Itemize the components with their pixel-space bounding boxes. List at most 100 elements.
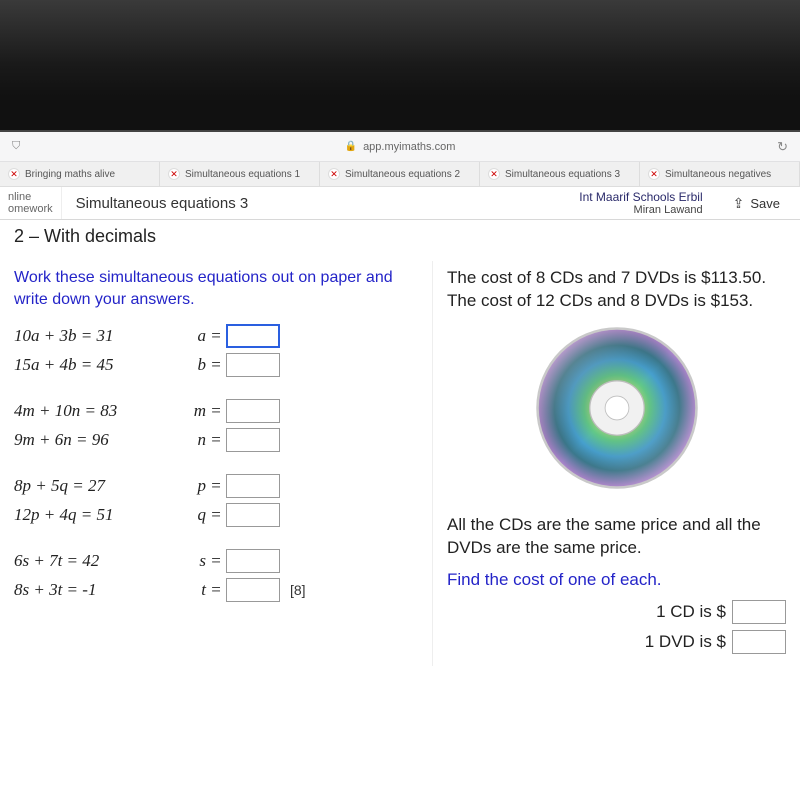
answer-input-cd[interactable] — [732, 600, 786, 624]
equation-answer-input[interactable] — [226, 399, 280, 423]
device-photo-frame: ⛉ 🔒 app.myimaths.com ↻ ✕ Bringing maths … — [0, 0, 800, 800]
wp-find: Find the cost of one of each. — [447, 570, 786, 590]
tab-label: Simultaneous equations 3 — [505, 169, 620, 180]
school-student: Int Maarif Schools Erbil Miran Lawand — [569, 190, 712, 216]
equation-variable: p — [184, 476, 206, 496]
crumb-line-2: omework — [8, 203, 53, 215]
equation-lhs: 10a + 3b = 31 — [14, 326, 184, 346]
reload-icon[interactable]: ↻ — [777, 139, 788, 155]
favicon-icon: ✕ — [8, 168, 20, 180]
equations-column: Work these simultaneous equations out on… — [0, 261, 432, 666]
equation-variable: a — [184, 326, 206, 346]
equals-sign: = — [206, 580, 226, 600]
equation-block: 4m + 10n = 83m=9m + 6n = 96n= — [14, 399, 418, 452]
save-button[interactable]: ⇪ Save — [723, 191, 790, 216]
tab-label: Simultaneous negatives — [665, 169, 771, 180]
equation-row: 4m + 10n = 83m= — [14, 399, 418, 423]
tab-bringing-maths-alive[interactable]: ✕ Bringing maths alive — [0, 162, 160, 186]
equation-row: 10a + 3b = 31a= — [14, 324, 418, 348]
equation-row: 15a + 4b = 45b= — [14, 353, 418, 377]
equation-variable: m — [184, 401, 206, 421]
equals-sign: = — [206, 430, 226, 450]
equation-lhs: 8s + 3t = -1 — [14, 580, 184, 600]
cd-disc-icon — [532, 323, 702, 493]
equation-lhs: 6s + 7t = 42 — [14, 551, 184, 571]
breadcrumb: nline omework — [0, 187, 62, 219]
answer-row-dvd: 1 DVD is $ — [447, 630, 786, 654]
addr-left-controls: ⛉ — [12, 140, 132, 153]
tab-strip: ✕ Bringing maths alive ✕ Simultaneous eq… — [0, 162, 800, 187]
lock-icon: 🔒 — [345, 141, 357, 152]
word-problem-text: The cost of 8 CDs and 7 DVDs is $113.50.… — [447, 267, 786, 313]
equation-lhs: 9m + 6n = 96 — [14, 430, 184, 450]
answer-input-dvd[interactable] — [732, 630, 786, 654]
school-name: Int Maarif Schools Erbil — [579, 190, 702, 204]
equation-row: 12p + 4q = 51q= — [14, 503, 418, 527]
equation-lhs: 12p + 4q = 51 — [14, 505, 184, 525]
equation-variable: b — [184, 355, 206, 375]
equation-block: 10a + 3b = 31a=15a + 4b = 45b= — [14, 324, 418, 377]
tab-label: Simultaneous equations 2 — [345, 169, 460, 180]
upload-icon: ⇪ — [733, 195, 745, 212]
equals-sign: = — [206, 401, 226, 421]
word-problem-column: The cost of 8 CDs and 7 DVDs is $113.50.… — [432, 261, 800, 666]
tab-sim-eq-3[interactable]: ✕ Simultaneous equations 3 — [480, 162, 640, 186]
favicon-icon: ✕ — [328, 168, 340, 180]
equation-answer-input[interactable] — [226, 503, 280, 527]
equation-answer-input[interactable] — [226, 474, 280, 498]
tab-sim-negatives[interactable]: ✕ Simultaneous negatives — [640, 162, 800, 186]
browser-address-bar: ⛉ 🔒 app.myimaths.com ↻ — [0, 132, 800, 162]
equation-block: 8p + 5q = 27p=12p + 4q = 51q= — [14, 474, 418, 527]
answer-label-cd: 1 CD is $ — [656, 602, 726, 622]
section-title: 2 – With decimals — [0, 220, 800, 247]
equation-variable: s — [184, 551, 206, 571]
equals-sign: = — [206, 551, 226, 571]
equation-lhs: 4m + 10n = 83 — [14, 401, 184, 421]
tab-label: Bringing maths alive — [25, 169, 115, 180]
equation-row: 8p + 5q = 27p= — [14, 474, 418, 498]
addr-right-controls: ↻ — [668, 139, 788, 155]
equation-answer-input[interactable] — [226, 549, 280, 573]
student-name: Miran Lawand — [579, 204, 702, 216]
equation-answer-input[interactable] — [226, 578, 280, 602]
lesson-title: Simultaneous equations 3 — [62, 195, 263, 212]
url-display[interactable]: 🔒 app.myimaths.com — [132, 141, 668, 153]
equation-lhs: 8p + 5q = 27 — [14, 476, 184, 496]
equation-row: 9m + 6n = 96n= — [14, 428, 418, 452]
save-label: Save — [750, 196, 780, 211]
tab-label: Simultaneous equations 1 — [185, 169, 300, 180]
equation-row: 6s + 7t = 42s= — [14, 549, 418, 573]
equation-variable: t — [184, 580, 206, 600]
homework-header-bar: nline omework Simultaneous equations 3 I… — [0, 187, 800, 220]
answer-row-cd: 1 CD is $ — [447, 600, 786, 624]
equation-answer-input[interactable] — [226, 324, 280, 348]
equals-sign: = — [206, 476, 226, 496]
equation-block: 6s + 7t = 42s= 8s + 3t = -1t= [8] — [14, 549, 418, 602]
equation-answer-input[interactable] — [226, 353, 280, 377]
favicon-icon: ✕ — [168, 168, 180, 180]
equation-variable: q — [184, 505, 206, 525]
screen: ⛉ 🔒 app.myimaths.com ↻ ✕ Bringing maths … — [0, 130, 800, 800]
equation-answer-input[interactable] — [226, 428, 280, 452]
cd-image — [447, 323, 786, 498]
equation-lhs: 15a + 4b = 45 — [14, 355, 184, 375]
tab-sim-eq-2[interactable]: ✕ Simultaneous equations 2 — [320, 162, 480, 186]
answer-label-dvd: 1 DVD is $ — [645, 632, 726, 652]
favicon-icon: ✕ — [648, 168, 660, 180]
equals-sign: = — [206, 505, 226, 525]
marks-label: [8] — [290, 582, 306, 598]
equation-row: 8s + 3t = -1t= [8] — [14, 578, 418, 602]
content: Work these simultaneous equations out on… — [0, 257, 800, 666]
shield-icon[interactable]: ⛉ — [12, 140, 20, 153]
wp-line-2: The cost of 12 CDs and 8 DVDs is $153. — [447, 290, 786, 313]
wp-note: All the CDs are the same price and all t… — [447, 514, 786, 560]
instruction-text: Work these simultaneous equations out on… — [14, 267, 418, 310]
url-host: app.myimaths.com — [363, 141, 455, 153]
equation-variable: n — [184, 430, 206, 450]
crumb-line-1: nline — [8, 191, 53, 203]
equals-sign: = — [206, 355, 226, 375]
wp-line-1: The cost of 8 CDs and 7 DVDs is $113.50. — [447, 267, 786, 290]
favicon-icon: ✕ — [488, 168, 500, 180]
tab-sim-eq-1[interactable]: ✕ Simultaneous equations 1 — [160, 162, 320, 186]
equals-sign: = — [206, 326, 226, 346]
